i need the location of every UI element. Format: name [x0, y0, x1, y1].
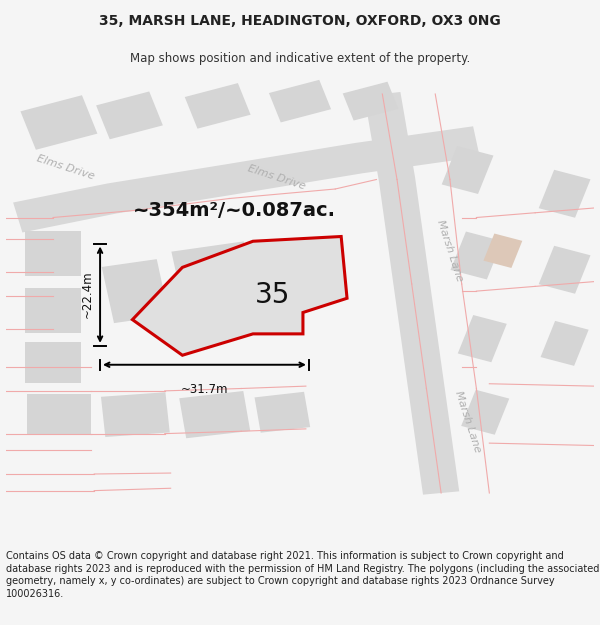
- Bar: [25, 231, 81, 276]
- Text: ~354m²/~0.087ac.: ~354m²/~0.087ac.: [133, 201, 335, 220]
- Bar: [458, 315, 507, 362]
- Bar: [25, 342, 81, 382]
- Text: Elms Drive: Elms Drive: [247, 163, 307, 191]
- Bar: [541, 321, 589, 366]
- Bar: [26, 394, 91, 435]
- Text: Contains OS data © Crown copyright and database right 2021. This information is : Contains OS data © Crown copyright and d…: [6, 551, 599, 599]
- Bar: [185, 83, 251, 129]
- Bar: [269, 80, 331, 122]
- Text: Marsh Lane: Marsh Lane: [435, 219, 464, 283]
- Text: 35, MARSH LANE, HEADINGTON, OXFORD, OX3 0NG: 35, MARSH LANE, HEADINGTON, OXFORD, OX3 …: [99, 14, 501, 28]
- Bar: [96, 91, 163, 139]
- Polygon shape: [13, 126, 479, 232]
- Text: Elms Drive: Elms Drive: [35, 154, 95, 182]
- Bar: [442, 146, 493, 194]
- Polygon shape: [133, 236, 347, 355]
- Polygon shape: [364, 92, 459, 494]
- Bar: [20, 95, 97, 150]
- Text: ~31.7m: ~31.7m: [181, 382, 228, 396]
- Bar: [102, 259, 169, 323]
- Bar: [172, 241, 258, 317]
- Bar: [451, 231, 502, 279]
- Bar: [484, 234, 522, 268]
- Bar: [254, 392, 310, 432]
- Text: ~22.4m: ~22.4m: [80, 271, 94, 319]
- Bar: [539, 170, 590, 217]
- Text: 35: 35: [255, 281, 290, 309]
- Bar: [25, 288, 81, 332]
- Bar: [461, 390, 509, 435]
- Bar: [101, 392, 170, 437]
- Bar: [179, 391, 250, 438]
- Text: Marsh Lane: Marsh Lane: [453, 389, 482, 454]
- Bar: [343, 82, 398, 121]
- Bar: [539, 246, 590, 294]
- Text: Map shows position and indicative extent of the property.: Map shows position and indicative extent…: [130, 52, 470, 65]
